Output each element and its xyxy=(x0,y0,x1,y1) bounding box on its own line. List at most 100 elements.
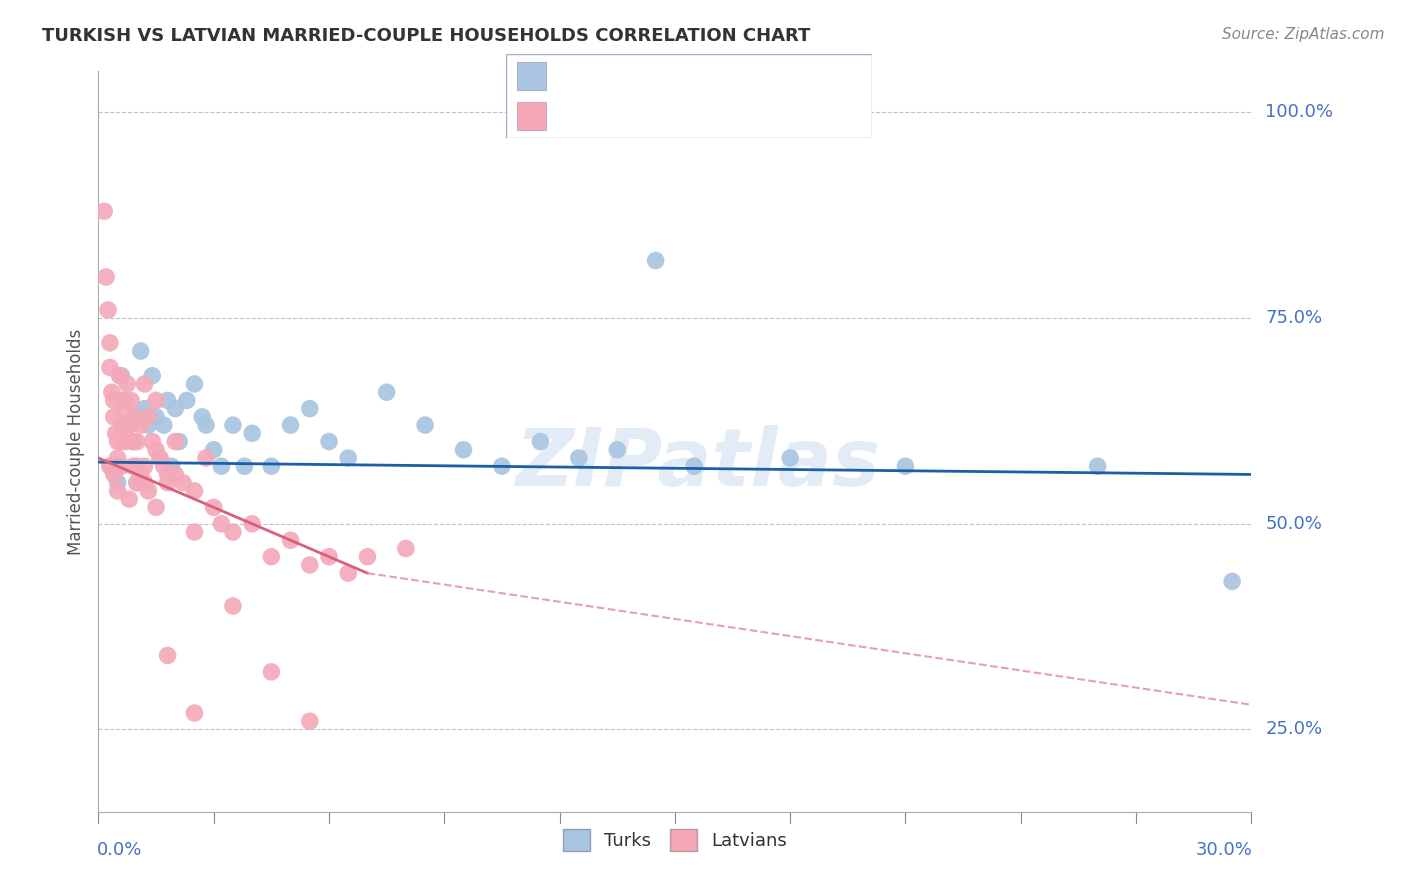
Point xyxy=(114,434,136,449)
Point xyxy=(183,483,205,498)
Point xyxy=(108,368,131,383)
Point xyxy=(101,385,124,400)
Point xyxy=(110,459,132,474)
Point xyxy=(260,665,283,679)
Point xyxy=(149,450,172,465)
Point xyxy=(183,524,205,539)
Text: 30.0%: 30.0% xyxy=(1195,841,1253,859)
Point xyxy=(98,360,121,375)
Point xyxy=(209,516,232,531)
Point xyxy=(298,558,321,572)
Point xyxy=(222,524,245,539)
Point xyxy=(298,401,321,416)
Point xyxy=(98,459,121,474)
Point xyxy=(195,450,218,465)
Point xyxy=(138,483,160,498)
Point xyxy=(129,467,152,482)
Point xyxy=(1220,574,1243,589)
Point xyxy=(129,418,152,433)
Text: 0.0%: 0.0% xyxy=(97,841,142,859)
Point xyxy=(209,459,232,474)
Text: 75.0%: 75.0% xyxy=(1265,310,1323,327)
Point xyxy=(122,459,145,474)
Point xyxy=(260,549,283,564)
Point xyxy=(103,393,125,408)
Point xyxy=(110,393,132,408)
Point xyxy=(280,533,302,548)
Text: N = 70: N = 70 xyxy=(718,107,786,125)
Point xyxy=(125,434,148,449)
Point xyxy=(134,459,156,474)
Point xyxy=(125,475,148,490)
Point xyxy=(395,541,418,556)
Point xyxy=(356,549,378,564)
Point xyxy=(222,599,245,613)
Point xyxy=(156,393,179,408)
Point xyxy=(240,426,263,441)
FancyBboxPatch shape xyxy=(517,103,547,130)
Point xyxy=(165,401,187,416)
Point xyxy=(152,418,174,433)
Point xyxy=(260,459,283,474)
Legend: Turks, Latvians: Turks, Latvians xyxy=(555,822,794,858)
FancyBboxPatch shape xyxy=(517,62,547,89)
Point xyxy=(156,648,179,663)
Text: TURKISH VS LATVIAN MARRIED-COUPLE HOUSEHOLDS CORRELATION CHART: TURKISH VS LATVIAN MARRIED-COUPLE HOUSEH… xyxy=(42,27,810,45)
Point xyxy=(240,516,263,531)
Point xyxy=(375,385,398,400)
Point xyxy=(894,459,917,474)
Point xyxy=(491,459,513,474)
Y-axis label: Married-couple Households: Married-couple Households xyxy=(66,328,84,555)
Point xyxy=(202,500,225,515)
Point xyxy=(195,418,218,433)
Point xyxy=(107,483,129,498)
Point xyxy=(1087,459,1109,474)
Point xyxy=(568,450,591,465)
Point xyxy=(413,418,436,433)
Point xyxy=(118,418,141,433)
Point xyxy=(318,549,340,564)
Point xyxy=(107,434,129,449)
Text: 100.0%: 100.0% xyxy=(1265,103,1333,121)
Point xyxy=(94,270,117,285)
FancyBboxPatch shape xyxy=(506,54,872,138)
Point xyxy=(453,442,475,457)
Point xyxy=(93,204,115,219)
Point xyxy=(120,393,142,408)
Text: Source: ZipAtlas.com: Source: ZipAtlas.com xyxy=(1222,27,1385,42)
Point xyxy=(202,442,225,457)
Point xyxy=(298,714,321,729)
Text: 50.0%: 50.0% xyxy=(1265,515,1322,533)
Point xyxy=(138,418,160,433)
Point xyxy=(122,434,145,449)
Text: N = 46: N = 46 xyxy=(718,67,786,85)
Text: R = -0.216: R = -0.216 xyxy=(557,109,644,123)
Point xyxy=(103,467,125,482)
Point xyxy=(107,450,129,465)
Point xyxy=(149,450,172,465)
Point xyxy=(112,401,135,416)
Point xyxy=(222,418,245,433)
Text: ZIPatlas: ZIPatlas xyxy=(516,425,880,503)
Point xyxy=(118,418,141,433)
Point xyxy=(183,706,205,720)
Point xyxy=(134,475,156,490)
Point xyxy=(683,459,706,474)
Point xyxy=(337,566,360,581)
Point xyxy=(145,442,167,457)
Point xyxy=(191,409,214,424)
Point xyxy=(156,475,179,490)
Point xyxy=(138,409,160,424)
Point xyxy=(114,418,136,433)
Point xyxy=(233,459,256,474)
Point xyxy=(644,253,666,268)
Point xyxy=(97,302,120,317)
Point xyxy=(134,376,156,391)
Point xyxy=(125,475,148,490)
Point xyxy=(134,401,156,416)
Point xyxy=(165,467,187,482)
Point xyxy=(110,434,132,449)
Point xyxy=(183,376,205,391)
Point xyxy=(529,434,551,449)
Point xyxy=(103,409,125,424)
